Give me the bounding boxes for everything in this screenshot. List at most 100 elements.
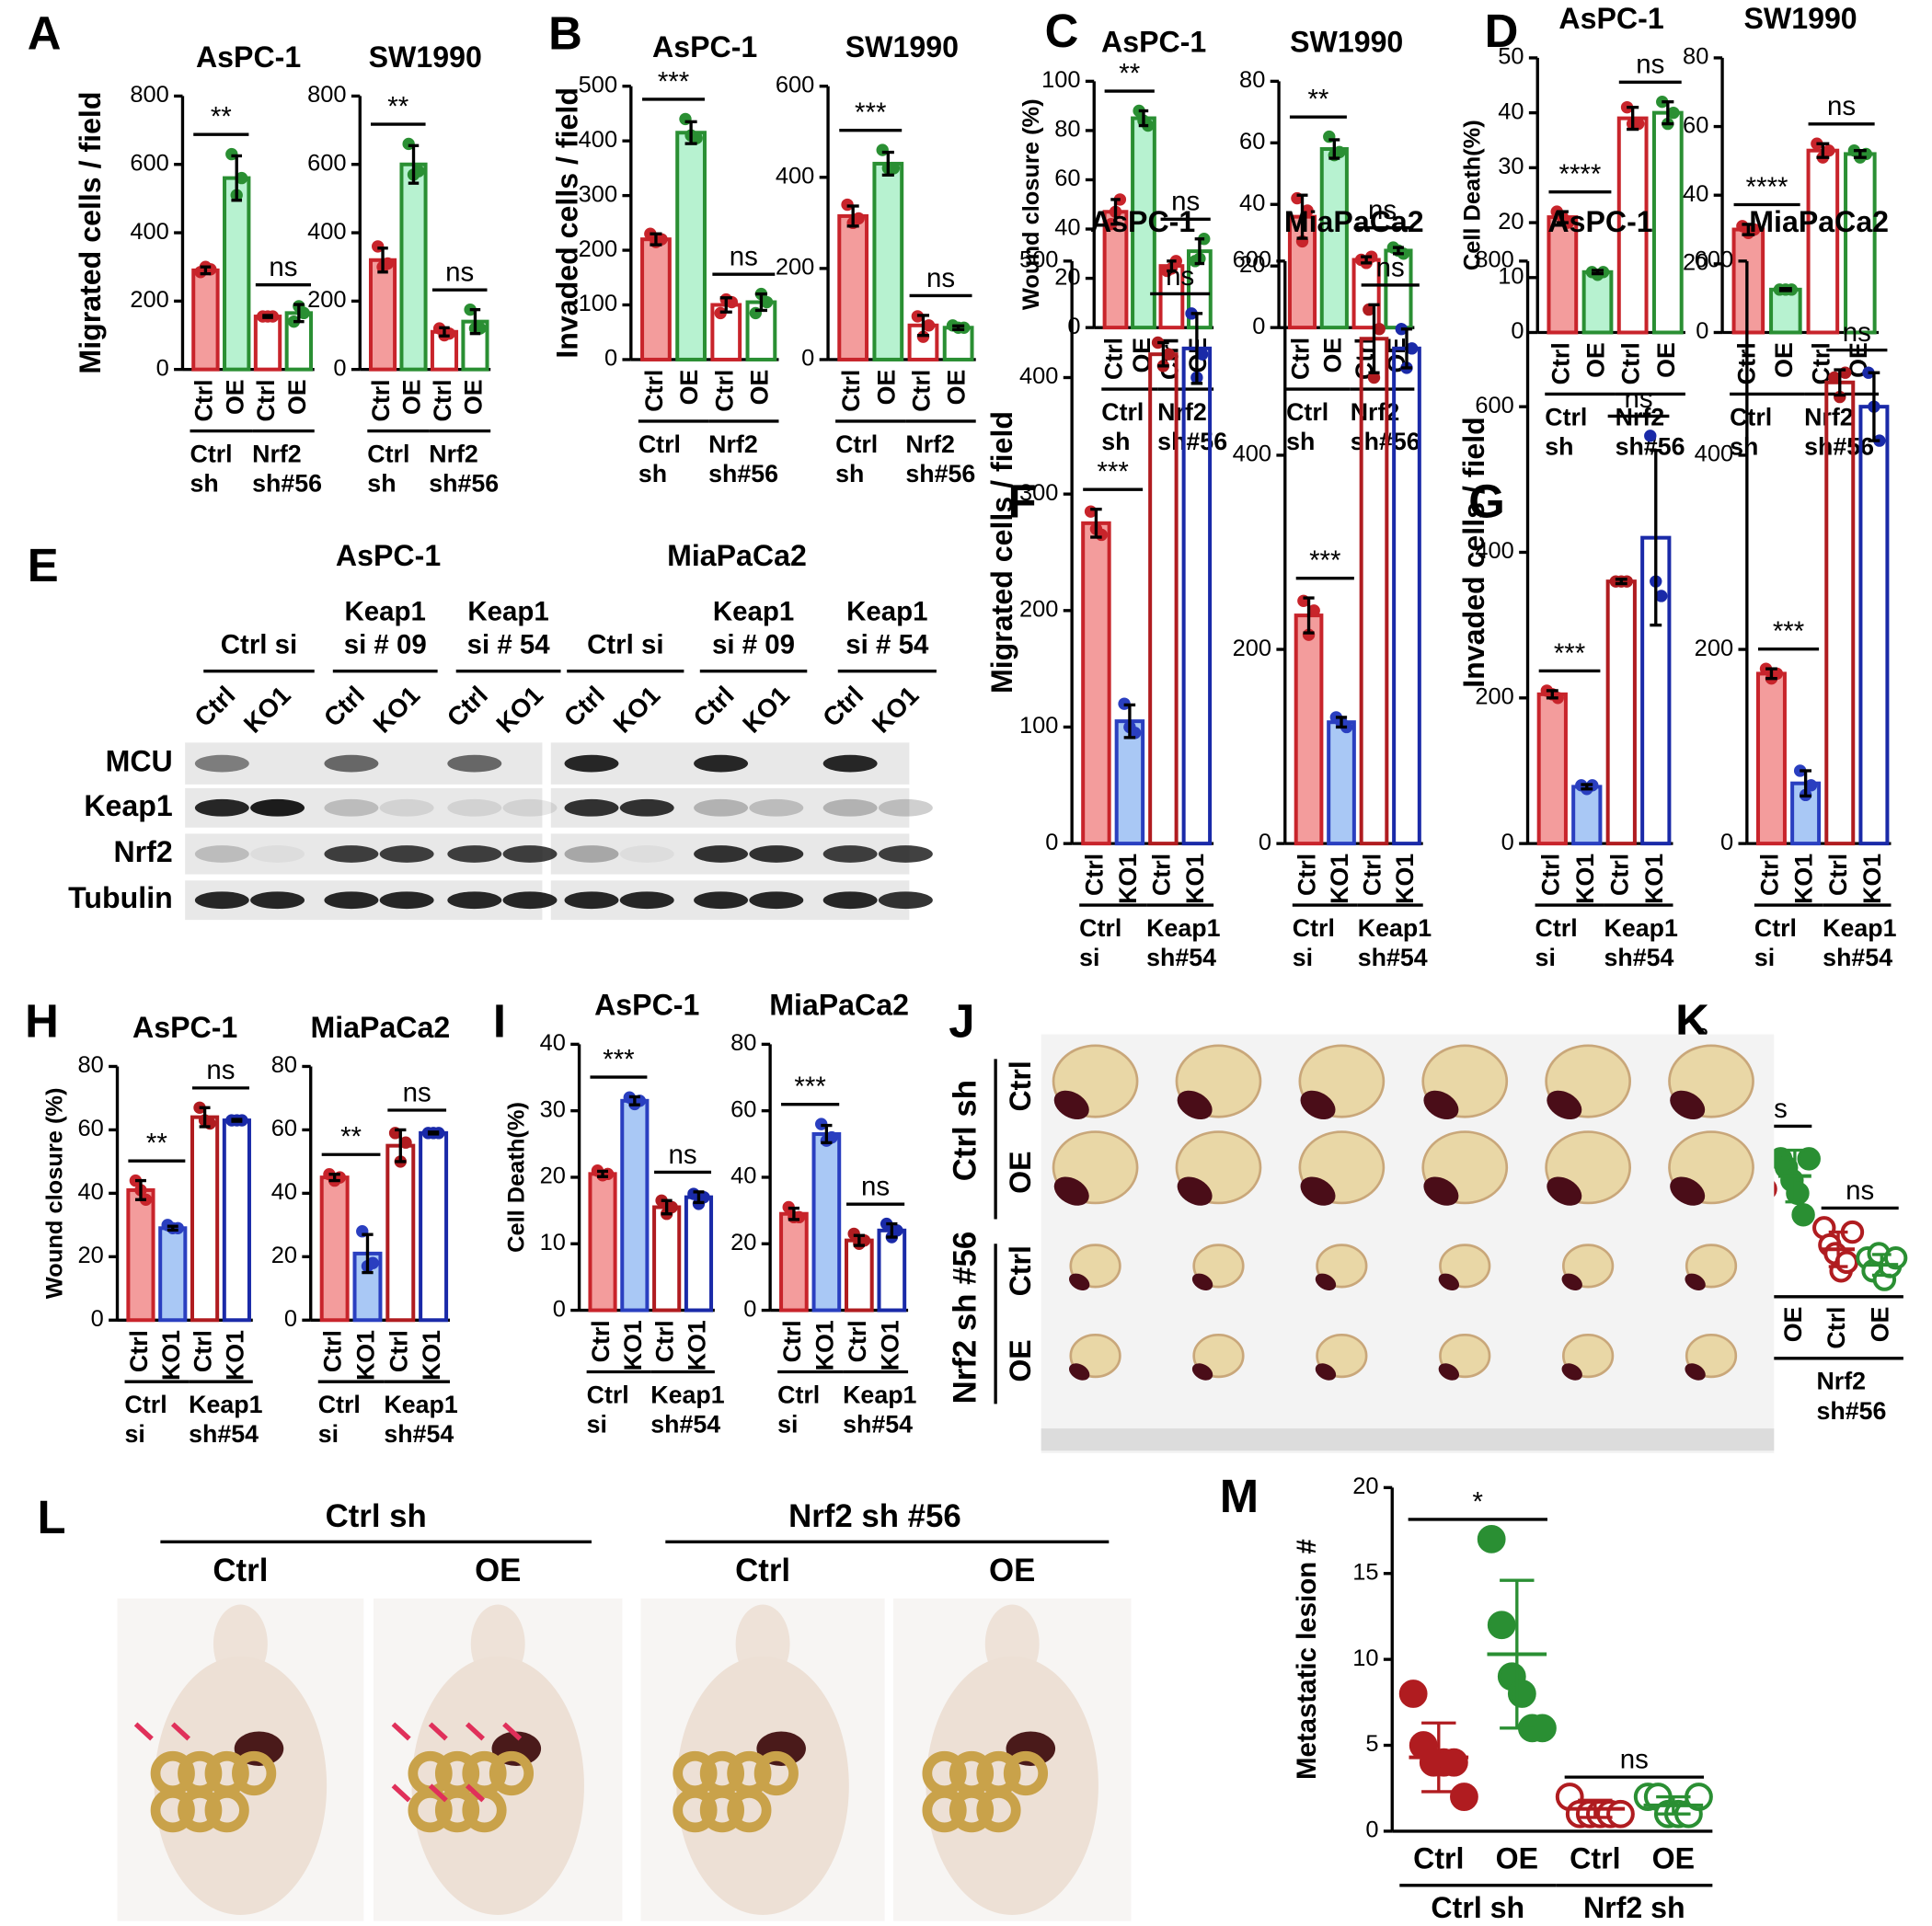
error-bar: [1615, 578, 1627, 586]
significance-label: ns: [1843, 317, 1871, 348]
significance-label: ***: [603, 1044, 634, 1074]
data-point: [1791, 1203, 1815, 1227]
arrow: [133, 1722, 154, 1741]
bar: [319, 1175, 350, 1323]
y-tick-label: 200: [130, 287, 168, 313]
y-tick-label: 20: [1054, 264, 1080, 290]
error-bar: [1800, 769, 1811, 798]
x-tick-label: OE: [943, 370, 971, 406]
chart-title: MiaPaCa2: [769, 989, 909, 1022]
error-bar: [1868, 371, 1880, 442]
y-tick-label: 10: [1498, 264, 1524, 290]
significance-label: ns: [1846, 1175, 1874, 1206]
blot-band: [194, 754, 249, 773]
y-tick-label: 20: [730, 1230, 756, 1255]
group-label: Ctrl: [1293, 914, 1335, 942]
spleen: [1068, 1363, 1090, 1381]
y-tick-label: 600: [307, 150, 346, 176]
group-label: Ctrl: [1754, 914, 1797, 942]
y-axis-label: Migrated cells / field: [985, 411, 1018, 694]
error-bar: [754, 292, 767, 313]
data-point: [876, 143, 889, 156]
error-bar: [1303, 596, 1315, 635]
bar: [191, 268, 220, 372]
data-point: [1834, 1250, 1859, 1275]
group-label: Nrf2: [1816, 1368, 1866, 1395]
y-tick-label: 0: [1045, 830, 1058, 855]
group-label: Nrf2: [1351, 398, 1400, 426]
column-label: OE: [989, 1553, 1035, 1588]
error-bar: [1765, 667, 1777, 681]
significance-label: ns: [1368, 195, 1397, 225]
data-point: [958, 321, 971, 334]
blot-band: [194, 845, 249, 863]
group-label: sh#54: [384, 1420, 454, 1448]
bar: [675, 131, 707, 361]
group-label: Ctrl: [777, 1381, 820, 1408]
error-bar: [362, 1232, 374, 1275]
y-tick-label: 60: [1054, 166, 1080, 191]
intestine: [204, 1788, 249, 1833]
group-label: Ctrl: [1730, 403, 1772, 430]
group-label: sh#56: [1804, 432, 1874, 460]
group-label: Nrf2: [429, 440, 478, 467]
group-label: Ctrl sh: [1431, 1891, 1524, 1924]
x-tick-label: KO1: [876, 1320, 903, 1370]
x-tick-label: OE: [1779, 1307, 1807, 1343]
error-bar: [916, 314, 930, 338]
x-tick-label: OE: [1496, 1842, 1538, 1875]
significance-label: **: [211, 102, 232, 132]
error-bar: [199, 1106, 211, 1129]
chart-title: MiaPaCa2: [310, 1011, 450, 1044]
y-tick-label: 0: [1696, 318, 1708, 344]
group-label: sh#56: [905, 460, 975, 487]
bar: [126, 1187, 155, 1323]
group-label: Keap1: [189, 1391, 262, 1418]
y-tick-label: 600: [776, 72, 814, 97]
group-label: sh#56: [429, 470, 499, 498]
error-bar: [628, 1095, 640, 1106]
y-tick-label: 200: [1695, 636, 1733, 661]
panel-letter: E: [28, 539, 59, 591]
y-tick-label: 200: [579, 236, 617, 262]
group-label: Ctrl si: [221, 630, 297, 660]
row-label: Ctrl: [1004, 1060, 1037, 1111]
bar: [1755, 671, 1787, 846]
spleen: [1315, 1363, 1337, 1381]
spleen: [1438, 1273, 1460, 1290]
y-tick-label: 400: [776, 164, 814, 189]
x-tick-label: OE: [221, 379, 248, 415]
y-tick-label: 600: [1475, 393, 1513, 418]
significance-label: **: [340, 1122, 362, 1152]
y-tick-label: 20: [1683, 250, 1708, 276]
y-tick-label: 40: [271, 1179, 297, 1205]
x-tick-label: OE: [398, 379, 426, 415]
y-axis-label: Wound closure (%): [41, 1087, 67, 1299]
y-tick-label: 40: [730, 1164, 756, 1189]
blot-row-label: Nrf2: [113, 835, 172, 868]
error-bar: [200, 265, 212, 276]
x-tick-label: KO1: [1391, 854, 1419, 904]
chart-title: AsPC-1: [1547, 205, 1652, 238]
y-tick-label: 20: [271, 1243, 297, 1268]
x-tick-label: Ctrl: [837, 370, 865, 412]
error-bar: [881, 150, 894, 177]
y-tick-label: 50: [1498, 44, 1524, 70]
error-bar: [1110, 198, 1121, 226]
y-tick-label: 0: [1259, 830, 1271, 855]
error-bar: [1090, 507, 1102, 539]
error-bar: [719, 296, 732, 314]
y-tick-label: 20: [1498, 209, 1524, 235]
x-tick-label: KO1: [352, 1330, 380, 1381]
blot-band: [250, 891, 305, 910]
x-tick-label: Ctrl: [1100, 338, 1128, 380]
significance-label: ns: [1166, 261, 1194, 292]
column-label: Ctrl: [735, 1553, 790, 1588]
error-bar: [427, 1130, 440, 1136]
arrow: [428, 1722, 448, 1741]
y-tick-label: 80: [78, 1052, 104, 1078]
bar: [1327, 720, 1356, 846]
x-tick-label: OE: [872, 370, 900, 406]
column-label: OE: [475, 1553, 521, 1588]
row-label: Ctrl: [1004, 1245, 1037, 1296]
